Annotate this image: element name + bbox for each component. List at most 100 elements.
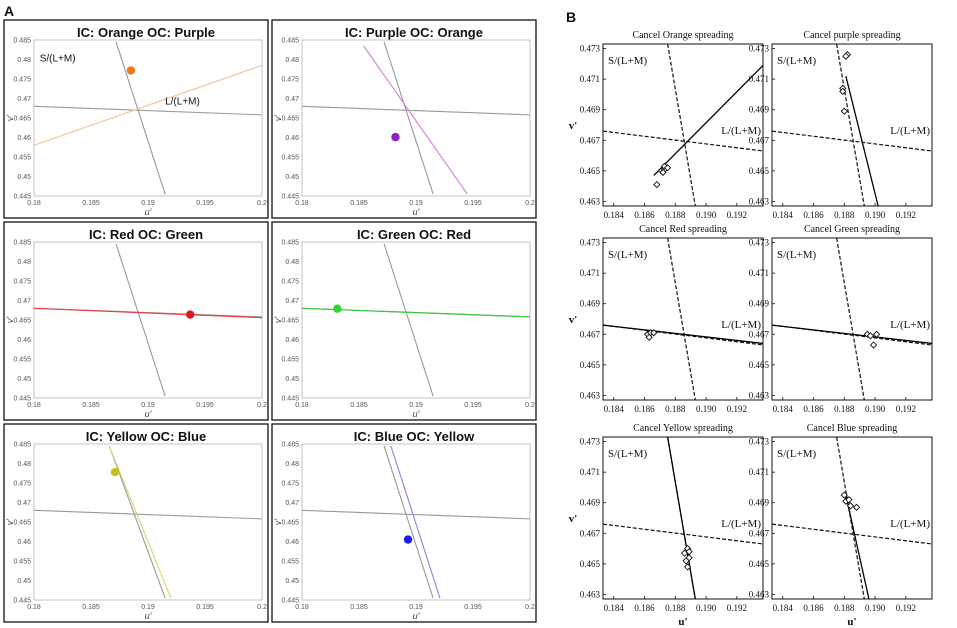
data-point-diamond [685,547,693,556]
y-tick-label: 0.469 [749,299,770,309]
fit-line [653,64,763,176]
series-group [302,41,530,195]
series-line-stimulus [34,64,262,146]
x-tick-label: 0.188 [834,603,855,613]
y-axis-label: v' [569,314,578,326]
data-point [391,132,400,142]
x-tick-label: 0.185 [350,402,368,409]
y-tick-label: 0.46 [285,135,299,142]
y-tick-label: 0.445 [281,598,299,605]
x-axis-label: u' [413,611,420,621]
x-tick-label: 0.195 [464,200,482,207]
data-point-diamond [683,563,692,571]
fit-line [666,437,696,599]
data-point-diamond [866,332,875,340]
y-tick-label: 0.465 [13,116,31,123]
l-axis-label: L/(L+M) [890,125,930,137]
reference-line-slm [836,238,865,400]
series-line-slm [383,41,434,195]
y-tick-label: 0.445 [281,194,299,201]
plot-area [771,436,933,600]
fit-line [603,324,763,345]
subplot-title: Cancel Orange spreading [632,30,733,41]
y-tick-label: 0.48 [17,57,31,64]
y-tick-label: 0.46 [17,337,31,344]
plot-area [602,237,764,401]
y-tick-label: 0.473 [580,44,601,54]
subplot-frame [271,423,537,623]
series-group [772,44,932,206]
x-tick-label: 0.19 [409,402,423,409]
y-tick-label: 0.471 [749,74,769,84]
y-tick-label: 0.485 [281,442,299,449]
y-tick-label: 0.485 [13,240,31,247]
line-label: L/(L+M) [165,96,200,107]
x-tick-label: 0.190 [696,404,717,414]
panel-a-subplot: 0.18 0.185 0.19 0.195 0.2 0.445 0.45 0.455 0.46 0… [271,221,537,421]
series-group [302,445,530,599]
x-tick-label: 0.186 [803,603,824,613]
y-tick-label: 0.455 [281,559,299,566]
y-tick-label: 0.467 [749,528,770,538]
y-tick-label: 0.48 [285,461,299,468]
y-tick-label: 0.463 [580,589,601,599]
x-tick-label: 0.188 [834,404,855,414]
y-tick-label: 0.471 [749,467,769,477]
y-tick-label: 0.463 [580,196,601,206]
y-tick-label: 0.467 [580,135,601,145]
y-tick-label: 0.46 [285,337,299,344]
reference-line-llm [603,523,763,545]
series-group [603,238,763,400]
y-tick-label: 0.469 [580,498,601,508]
x-tick-label: 0.190 [865,210,886,220]
series-line-llm [34,509,262,520]
y-tick-label: 0.485 [281,38,299,45]
panel-a: 0.18 0.185 0.19 0.195 0.2 0.445 0.45 0.455 0.46 0… [3,19,537,623]
y-tick-label: 0.475 [281,77,299,84]
y-tick-label: 0.473 [580,238,601,248]
panel-b-subplot: Cancel purple spreading 0.184 0.186 0.188 0.… [749,30,933,220]
subplot-title: Cancel Yellow spreading [633,423,733,434]
subplot-title: Cancel Red spreading [639,224,727,235]
y-tick-label: 0.45 [17,376,31,383]
panel-b-subplot: Cancel Blue spreading 0.184 0.186 0.188 0.19… [749,423,933,628]
x-axis-label: u' [847,616,856,628]
x-tick-label: 0.185 [82,402,100,409]
y-tick-label: 0.475 [281,481,299,488]
series-line-stimulus [363,45,468,195]
series-line-stimulus [390,445,441,599]
reference-line-slm [836,437,865,599]
y-tick-label: 0.47 [17,500,31,507]
x-tick-label: 0.2 [257,402,267,409]
y-tick-label: 0.45 [285,174,299,181]
y-tick-label: 0.463 [749,589,770,599]
x-tick-label: 0.18 [295,402,309,409]
x-tick-label: 0.195 [464,604,482,611]
x-axis-label: u' [678,616,687,628]
y-tick-label: 0.45 [285,578,299,585]
y-tick-label: 0.445 [13,194,31,201]
x-tick-label: 0.184 [773,603,794,613]
data-point-diamond [852,503,861,511]
plot-area [33,241,263,399]
x-tick-label: 0.185 [82,200,100,207]
s-axis-label: S/(L+M) [777,55,817,67]
subplot-title: IC: Blue OC: Yellow [354,429,475,444]
y-tick-label: 0.47 [285,500,299,507]
x-axis-label: u' [413,409,420,419]
y-tick-label: 0.467 [749,135,770,145]
y-tick-label: 0.455 [13,357,31,364]
x-tick-label: 0.186 [803,404,824,414]
y-tick-label: 0.465 [281,318,299,325]
y-tick-label: 0.467 [749,329,770,339]
data-point-diamond [845,496,853,504]
panel-b: Cancel Orange spreading 0.184 0.186 0.188 0.… [569,30,933,628]
subplot-frame [3,19,269,219]
series-line-slm [115,243,166,397]
y-tick-label: 0.45 [285,376,299,383]
plot-area [602,436,764,600]
panel-a-letter: A [4,3,14,19]
y-tick-label: 0.465 [13,318,31,325]
data-point-diamond [653,180,661,189]
y-axis-label: v' [5,317,15,324]
